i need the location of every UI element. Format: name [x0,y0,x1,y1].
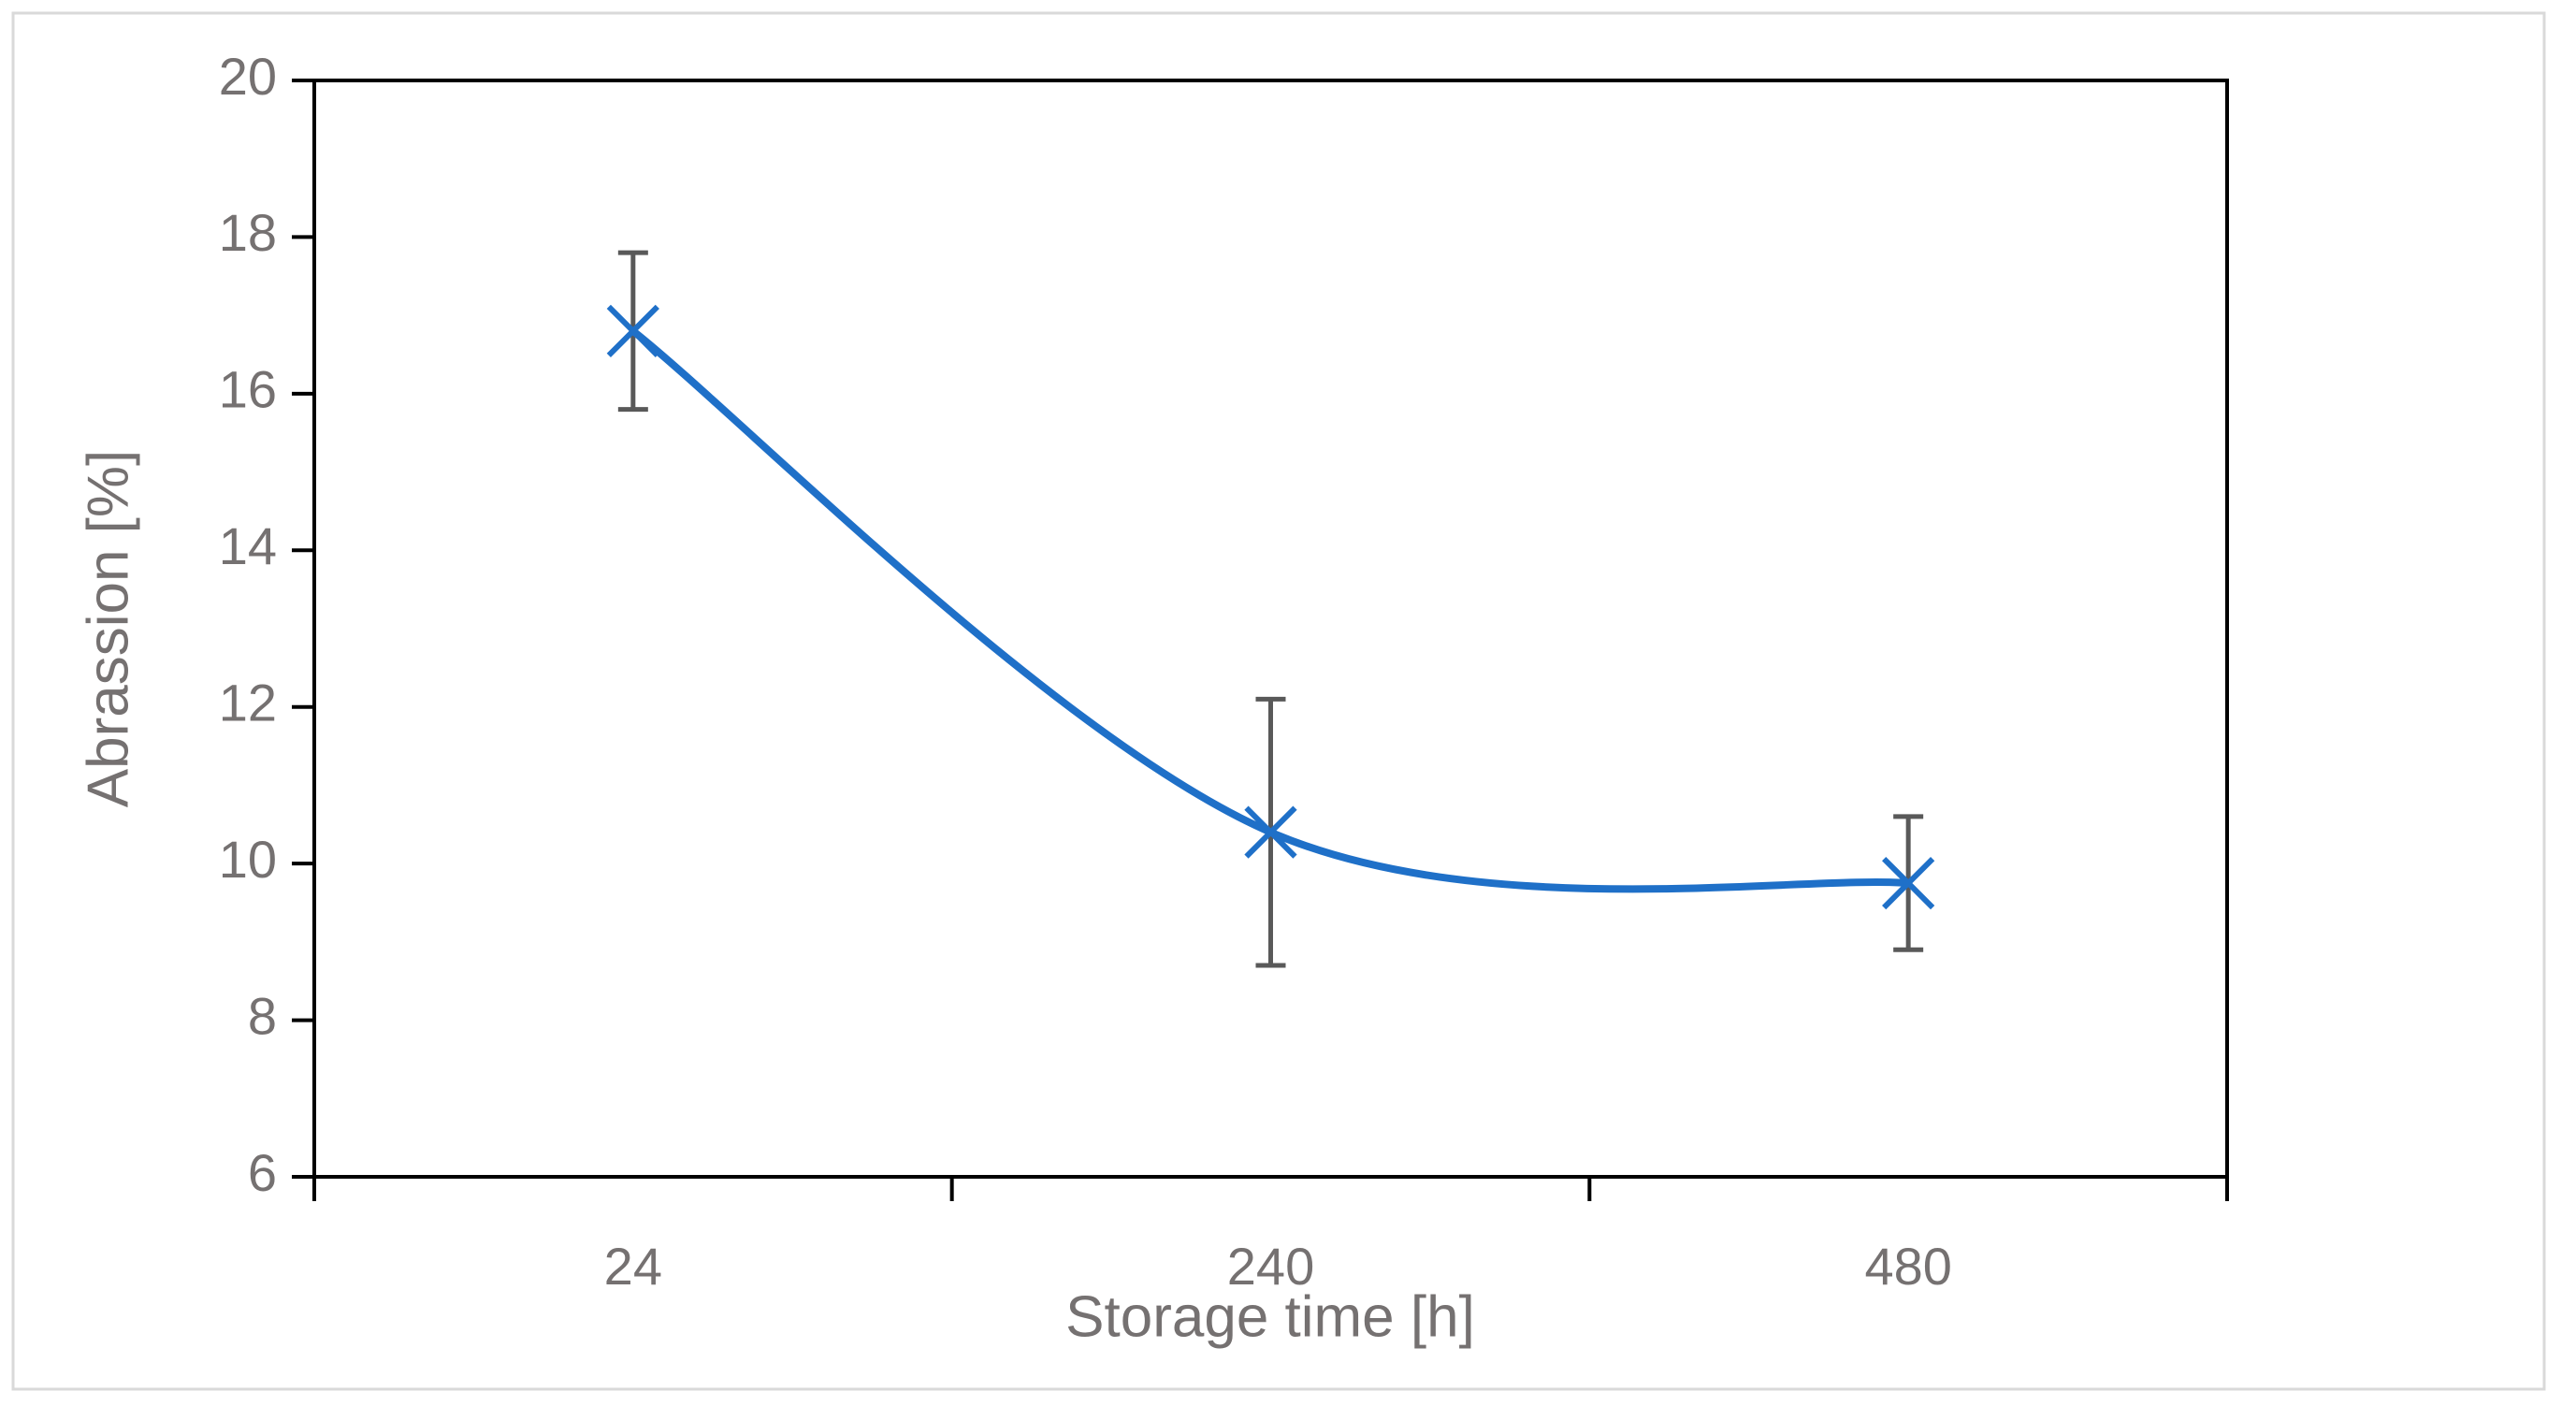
y-tick-label: 10 [219,830,277,889]
y-tick-label: 18 [219,203,277,262]
x-tick-label: 480 [1864,1237,1951,1296]
marker [1882,856,1935,910]
y-tick-label: 6 [248,1143,277,1202]
y-tick-label: 8 [248,986,277,1045]
y-tick-label: 14 [219,516,277,575]
y-tick-label: 20 [219,47,277,106]
x-axis-title: Storage time [h] [1065,1284,1475,1349]
marker [606,304,659,358]
y-tick-label: 16 [219,360,277,419]
y-axis-title: Abrassion [%] [76,450,140,808]
y-tick-label: 12 [219,674,277,732]
marker [1244,805,1297,859]
x-tick-label: 24 [604,1237,662,1296]
x-tick-label: 240 [1227,1237,1314,1296]
plot-frame [312,79,2229,1179]
series-line [630,327,1909,893]
